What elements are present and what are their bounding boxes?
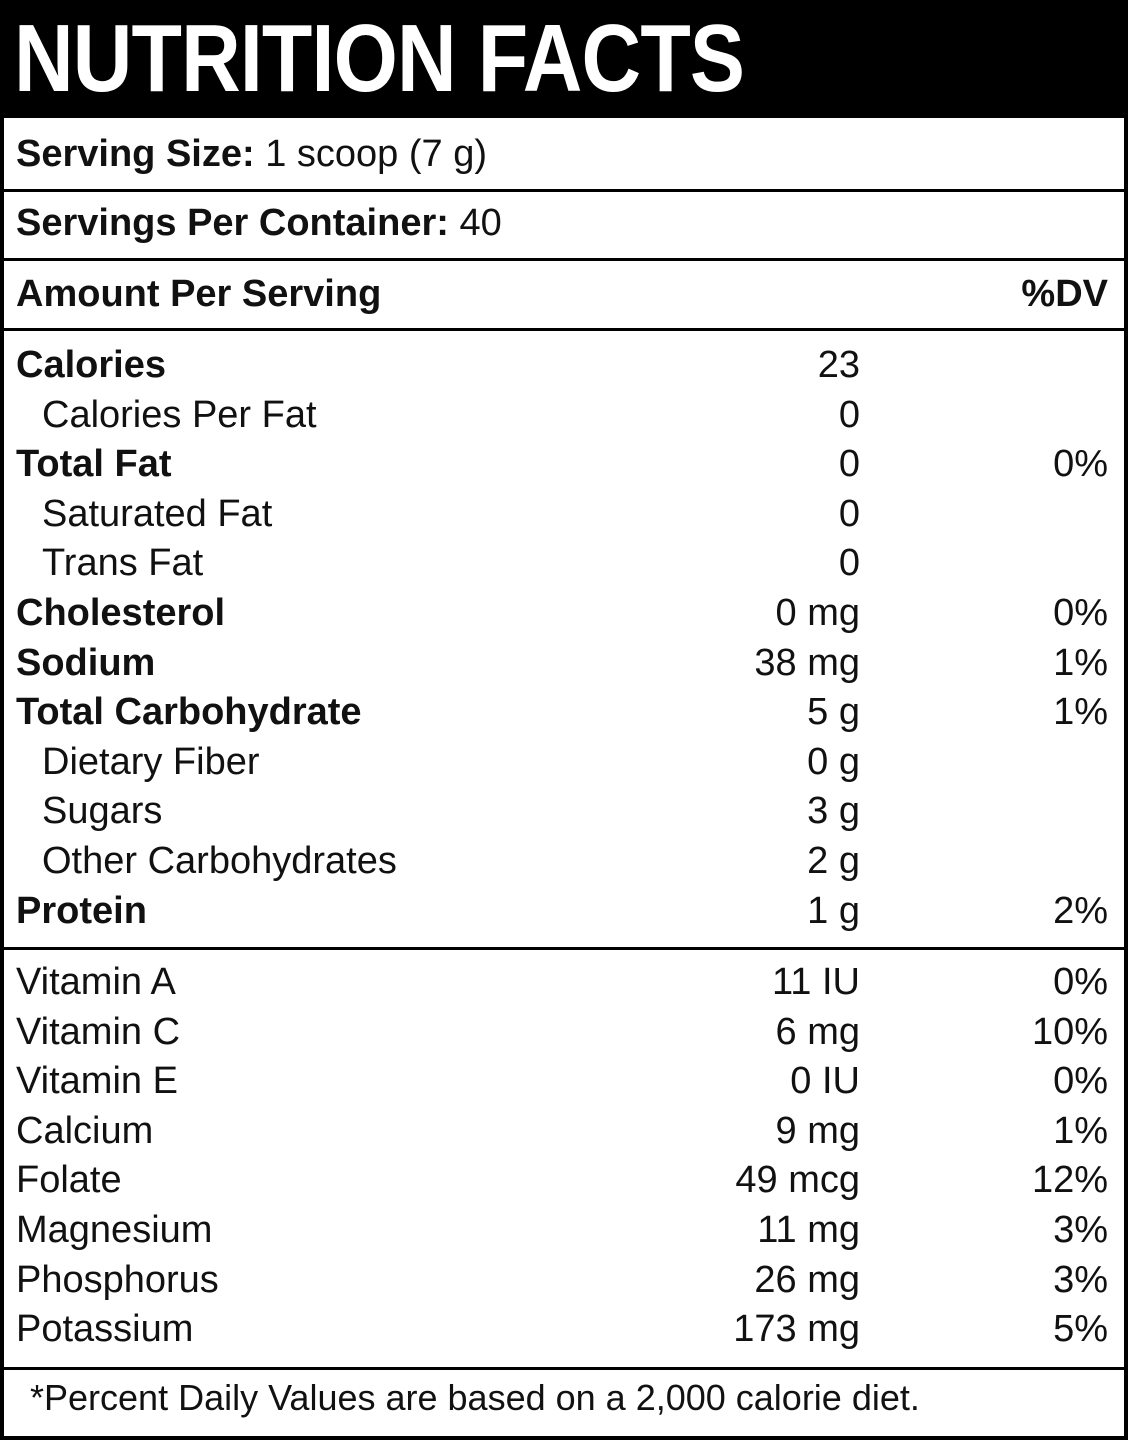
serving-size-row: Serving Size: 1 scoop (7 g)	[16, 132, 487, 176]
divider	[0, 1367, 1128, 1370]
nutrient-amount: 0	[838, 443, 860, 486]
nutrient-amount: 49 mcg	[735, 1159, 860, 1202]
nutrient-amount: 0	[838, 542, 860, 585]
nutrient-name: Sugars	[42, 790, 163, 833]
dv-header: %DV	[1021, 273, 1108, 315]
nutrient-amount: 11 mg	[757, 1209, 860, 1251]
servings-per-container-row: Servings Per Container: 40	[16, 201, 502, 245]
divider	[0, 258, 1128, 261]
nutrient-name: Total Fat	[16, 443, 172, 486]
nutrient-name: Other Carbohydrates	[42, 840, 397, 882]
nutrient-name: Protein	[16, 889, 147, 932]
nutrient-amount: 2 g	[807, 840, 860, 882]
nutrient-amount: 11 IU	[771, 961, 860, 1003]
amount-per-serving-header: Amount Per Serving	[16, 273, 382, 315]
nutrient-dv: 2%	[1053, 889, 1108, 932]
nutrient-name: Calories Per Fat	[42, 393, 317, 436]
label-title: NUTRITION FACTS	[14, 5, 745, 112]
nutrient-name: Total Carbohydrate	[16, 691, 362, 734]
nutrient-name: Vitamin C	[16, 1010, 181, 1053]
nutrient-amount: 38 mg	[754, 641, 860, 684]
nutrient-dv: 0%	[1053, 961, 1108, 1003]
nutrient-name: Calcium	[16, 1109, 154, 1152]
nutrient-amount: 0 g	[807, 740, 860, 783]
nutrient-dv: 0%	[1053, 592, 1108, 634]
nutrient-name: Magnesium	[16, 1209, 213, 1251]
nutrient-dv: 0%	[1053, 443, 1108, 486]
nutrient-amount: 3 g	[807, 790, 860, 833]
nutrient-name: Potassium	[16, 1308, 194, 1351]
nutrient-dv: 12%	[1031, 1159, 1108, 1202]
serving-size-label: Serving Size:	[16, 133, 255, 175]
nutrient-amount: 0	[838, 492, 860, 535]
footnote: *Percent Daily Values are based on a 2,0…	[30, 1377, 920, 1418]
nutrient-amount: 0 mg	[775, 592, 860, 634]
nutrient-dv: 10%	[1031, 1010, 1108, 1053]
nutrient-amount: 9 mg	[775, 1109, 860, 1152]
nutrient-name: Vitamin A	[16, 961, 176, 1003]
serving-size-value: 1 scoop (7 g)	[265, 133, 487, 175]
nutrient-name: Trans Fat	[42, 542, 204, 585]
nutrient-amount: 0 IU	[790, 1060, 860, 1103]
nutrient-dv: 3%	[1053, 1258, 1108, 1301]
nutrient-dv: 5%	[1053, 1308, 1108, 1351]
nutrient-name: Cholesterol	[16, 592, 226, 634]
label-frame	[0, 118, 1128, 1440]
nutrient-amount: 5 g	[807, 691, 860, 734]
nutrient-dv: 1%	[1053, 691, 1108, 734]
servings-per-container-value: 40	[459, 202, 502, 244]
nutrient-name: Phosphorus	[16, 1258, 219, 1301]
nutrient-name: Calories	[16, 344, 166, 386]
title-bar: NUTRITION FACTS	[0, 0, 1128, 118]
nutrient-amount: 26 mg	[754, 1258, 860, 1301]
nutrient-name: Dietary Fiber	[42, 740, 260, 783]
nutrient-amount: 6 mg	[775, 1010, 860, 1053]
nutrient-name: Folate	[16, 1159, 122, 1202]
divider	[0, 947, 1128, 950]
servings-per-container-label: Servings Per Container:	[16, 202, 449, 244]
nutrient-name: Vitamin E	[16, 1060, 178, 1103]
nutrient-amount: 23	[817, 344, 860, 386]
nutrient-dv: 0%	[1053, 1060, 1108, 1103]
nutrient-dv: 3%	[1053, 1209, 1108, 1251]
divider	[0, 189, 1128, 192]
nutrient-amount: 1 g	[807, 889, 860, 932]
divider	[0, 328, 1128, 331]
nutrient-dv: 1%	[1053, 641, 1108, 684]
nutrient-amount: 0	[838, 393, 860, 436]
nutrient-name: Sodium	[16, 641, 156, 684]
nutrient-dv: 1%	[1053, 1109, 1108, 1152]
nutrient-amount: 173 mg	[733, 1308, 860, 1351]
nutrient-name: Saturated Fat	[42, 492, 273, 535]
